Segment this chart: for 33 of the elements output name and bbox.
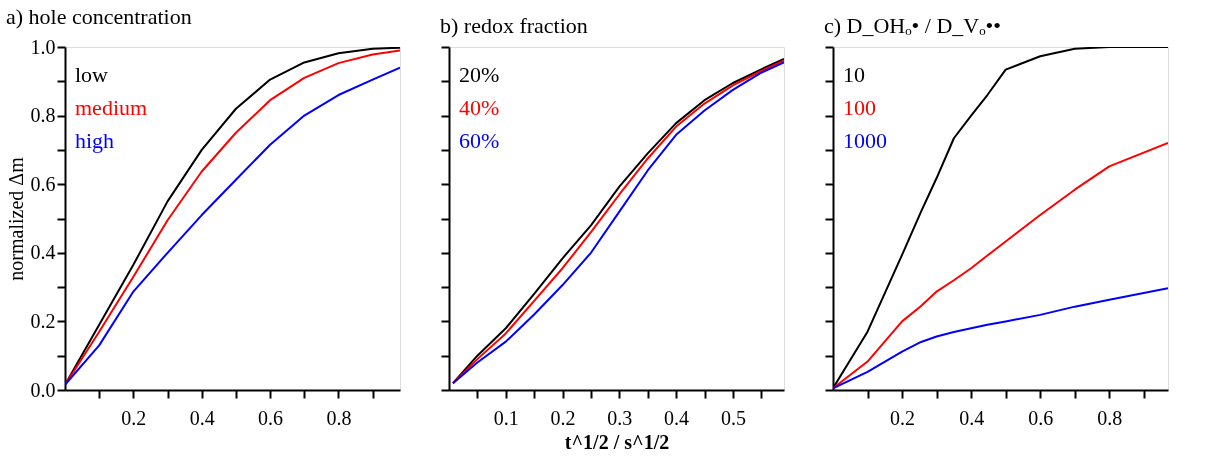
text: high <box>75 128 115 153</box>
y-axis-title: normalized Δm <box>4 156 27 281</box>
x-tick-label: 0.4 <box>189 406 215 429</box>
x-tick-label: 0.2 <box>890 406 916 429</box>
y-tick-label: 0.4 <box>30 241 56 264</box>
x-tick-label: 0.3 <box>607 406 633 429</box>
y-tick-label: 0.0 <box>30 378 56 401</box>
text: 100 <box>843 95 876 120</box>
text: 60% <box>459 128 500 153</box>
x-tick-label: 0.6 <box>1028 406 1054 429</box>
x-tick-label: 0.6 <box>258 406 284 429</box>
x-tick-label: 0.2 <box>550 406 576 429</box>
x-tick-label: 0.4 <box>664 406 690 429</box>
text: 20% <box>459 62 500 87</box>
x-tick-label: 0.2 <box>121 406 147 429</box>
chart-title: b) redox fraction <box>440 13 588 38</box>
y-tick-label: 0.8 <box>30 104 56 127</box>
y-tick-label: 0.2 <box>30 309 56 332</box>
text: 10 <box>843 62 865 87</box>
chart-title: a) hole concentration <box>6 4 192 29</box>
y-tick-label: 0.6 <box>30 172 56 195</box>
text: low <box>75 62 109 87</box>
x-tick-label: 0.5 <box>720 406 746 429</box>
text: 40% <box>459 95 500 120</box>
x-tick-label: 0.8 <box>326 406 352 429</box>
x-tick-label: 0.8 <box>1097 406 1123 429</box>
y-tick-label: 1.0 <box>30 35 56 58</box>
x-tick-label: 0.1 <box>493 406 519 429</box>
chart-title: c) D_OHₒ• / D_Vₒ•• <box>824 13 1001 38</box>
x-tick-label: 0.4 <box>959 406 985 429</box>
text: 1000 <box>843 128 887 153</box>
x-axis-title: t^1/2 / s^1/2 <box>564 430 670 453</box>
text: medium <box>75 95 148 120</box>
